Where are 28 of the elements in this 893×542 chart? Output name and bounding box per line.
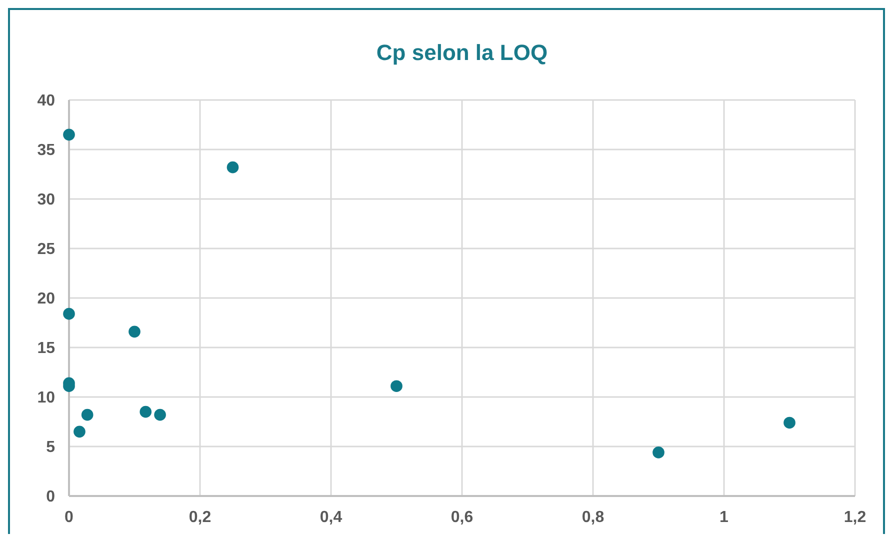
y-tick-label: 0 xyxy=(46,488,56,506)
y-tick-label: 40 xyxy=(37,92,56,110)
y-tick-label: 35 xyxy=(37,142,56,160)
y-tick-label: 5 xyxy=(46,439,56,456)
x-tick-label: 0,8 xyxy=(582,509,604,526)
point xyxy=(63,128,75,141)
x-tick-label: 0 xyxy=(64,509,74,526)
point xyxy=(154,408,166,421)
point xyxy=(81,408,94,421)
x-tick-label: 0,4 xyxy=(320,509,342,526)
point xyxy=(63,308,75,320)
point xyxy=(74,426,86,438)
y-tick-label: 30 xyxy=(37,192,56,209)
point xyxy=(128,326,140,338)
chart-title: Cp selon la LOQ xyxy=(376,40,548,65)
x-tick-label: 1,2 xyxy=(844,509,866,526)
point xyxy=(652,446,664,458)
y-tick-label: 20 xyxy=(37,290,56,308)
point xyxy=(784,416,796,429)
point xyxy=(390,380,402,392)
y-tick-label: 25 xyxy=(37,241,56,258)
x-tick-label: 0,2 xyxy=(188,509,212,526)
y-tick-label: 10 xyxy=(37,390,56,407)
y-tick-label: 15 xyxy=(37,340,56,358)
x-tick-label: 0,6 xyxy=(450,509,474,526)
x-tick-label: 1 xyxy=(720,509,729,526)
point xyxy=(226,161,239,174)
point xyxy=(140,406,152,418)
